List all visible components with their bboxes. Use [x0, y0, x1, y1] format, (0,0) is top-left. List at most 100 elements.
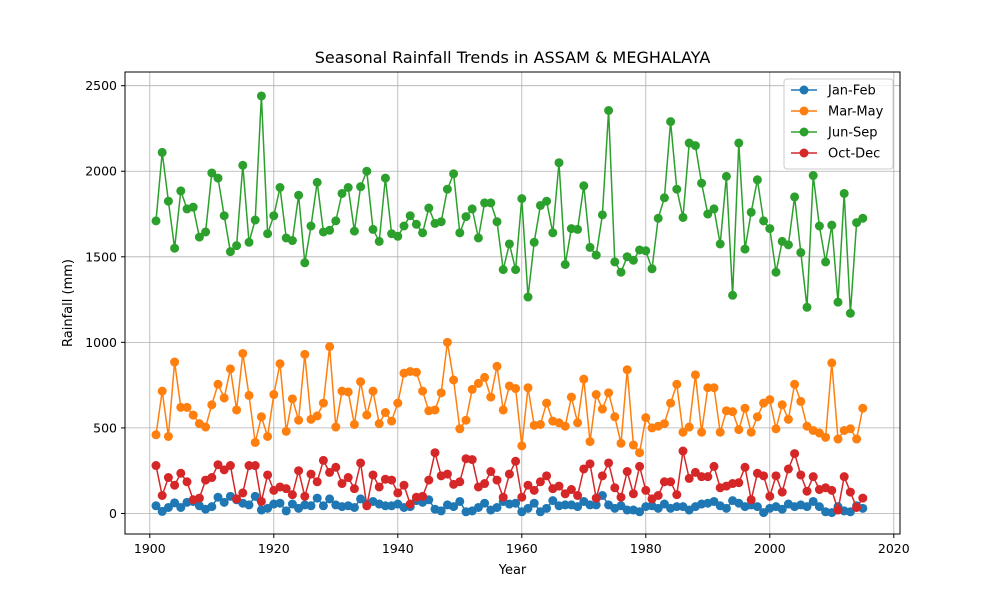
data-point-jan-feb: [808, 496, 818, 506]
data-point-oct-dec: [238, 488, 248, 498]
data-point-jun-sep: [232, 241, 242, 251]
data-point-oct-dec: [287, 490, 297, 500]
data-point-mar-may: [635, 448, 645, 458]
data-point-mar-may: [467, 384, 477, 394]
data-point-jun-sep: [752, 175, 762, 185]
data-point-jun-sep: [263, 229, 273, 239]
data-point-jun-sep: [542, 196, 552, 206]
data-point-mar-may: [411, 367, 421, 377]
data-point-mar-may: [517, 441, 527, 451]
data-point-mar-may: [690, 370, 700, 380]
data-point-jun-sep: [715, 239, 725, 249]
data-point-jun-sep: [672, 184, 682, 194]
legend-entries: Jan-Feb Mar-May Jun-Sep Oct-Dec: [791, 84, 884, 162]
legend-marker: [799, 127, 809, 137]
data-point-mar-may: [312, 411, 322, 421]
data-point-mar-may: [188, 410, 198, 420]
x-tick-label: 1900: [134, 541, 166, 556]
data-point-jun-sep: [151, 216, 161, 226]
x-tick-label: 1960: [506, 541, 538, 556]
data-point-oct-dec: [455, 477, 465, 487]
data-point-oct-dec: [387, 475, 397, 485]
x-tick-label: 1920: [258, 541, 290, 556]
data-point-jun-sep: [368, 224, 378, 234]
legend-frame: [783, 78, 894, 170]
data-point-oct-dec: [796, 470, 806, 480]
data-point-mar-may: [845, 424, 855, 434]
y-tick-label: 2000: [85, 164, 117, 179]
data-point-oct-dec: [418, 491, 428, 501]
data-point-jan-feb: [814, 502, 824, 512]
data-point-oct-dec: [802, 486, 812, 496]
data-point-oct-dec: [163, 473, 173, 483]
data-point-jun-sep: [783, 240, 793, 250]
data-point-oct-dec: [213, 460, 223, 470]
data-point-oct-dec: [523, 480, 533, 490]
data-point-oct-dec: [566, 485, 576, 495]
data-point-jan-feb: [573, 502, 583, 512]
data-point-mar-may: [597, 404, 607, 414]
data-point-oct-dec: [672, 490, 682, 500]
data-point-mar-may: [486, 392, 496, 402]
data-point-oct-dec: [659, 477, 669, 487]
y-tick-label: 0: [109, 506, 117, 521]
data-point-jun-sep: [790, 192, 800, 202]
data-point-oct-dec: [610, 483, 620, 493]
data-point-oct-dec: [362, 501, 372, 511]
data-point-oct-dec: [833, 505, 843, 515]
data-point-jan-feb: [777, 504, 787, 514]
data-point-oct-dec: [312, 477, 322, 487]
data-point-jun-sep: [362, 166, 372, 176]
data-point-mar-may: [610, 412, 620, 422]
data-point-oct-dec: [194, 493, 204, 503]
data-point-jun-sep: [461, 212, 471, 222]
data-point-mar-may: [492, 361, 502, 371]
data-point-oct-dec: [399, 480, 409, 490]
data-point-oct-dec: [294, 466, 304, 476]
data-point-oct-dec: [325, 467, 335, 477]
data-point-oct-dec: [356, 458, 366, 468]
legend-label: Jan-Feb: [827, 84, 876, 99]
data-point-oct-dec: [740, 462, 750, 472]
data-point-mar-may: [275, 359, 285, 369]
data-point-oct-dec: [300, 491, 310, 501]
series-mar-may: [151, 337, 868, 458]
data-point-jun-sep: [548, 228, 558, 238]
data-point-mar-may: [294, 415, 304, 425]
plot-frame: [124, 71, 901, 535]
data-point-oct-dec: [709, 461, 719, 471]
data-point-jan-feb: [244, 500, 254, 510]
y-tick-label: 2500: [85, 78, 117, 93]
legend-label: Mar-May: [828, 105, 884, 120]
data-point-oct-dec: [535, 477, 545, 487]
data-point-oct-dec: [486, 467, 496, 477]
data-point-mar-may: [461, 415, 471, 425]
data-point-jun-sep: [728, 290, 738, 300]
data-point-jun-sep: [275, 183, 285, 192]
data-point-mar-may: [523, 383, 533, 393]
data-point-jan-feb: [170, 498, 180, 508]
data-point-jun-sep: [771, 267, 781, 277]
y-tick-label: 500: [93, 420, 117, 435]
data-point-jun-sep: [814, 221, 824, 231]
data-point-jun-sep: [560, 260, 570, 269]
chart-title: Seasonal Rainfall Trends in ASSAM & MEGH…: [315, 48, 711, 67]
data-point-mar-may: [244, 390, 254, 400]
data-point-jun-sep: [808, 171, 818, 181]
data-point-oct-dec: [263, 470, 273, 480]
legend-marker: [799, 106, 809, 116]
series-layer: [151, 91, 868, 518]
data-point-jun-sep: [765, 224, 775, 234]
data-point-jun-sep: [300, 258, 310, 268]
data-point-oct-dec: [734, 478, 744, 488]
data-point-jun-sep: [480, 198, 490, 208]
data-point-mar-may: [151, 430, 161, 440]
data-point-oct-dec: [759, 471, 769, 481]
data-point-mar-may: [269, 390, 279, 400]
data-point-jan-feb: [176, 502, 186, 512]
data-point-jan-feb: [281, 506, 291, 516]
data-point-jan-feb: [163, 502, 173, 512]
data-point-oct-dec: [318, 455, 328, 465]
data-point-jun-sep: [473, 233, 483, 243]
data-point-jun-sep: [703, 209, 713, 219]
